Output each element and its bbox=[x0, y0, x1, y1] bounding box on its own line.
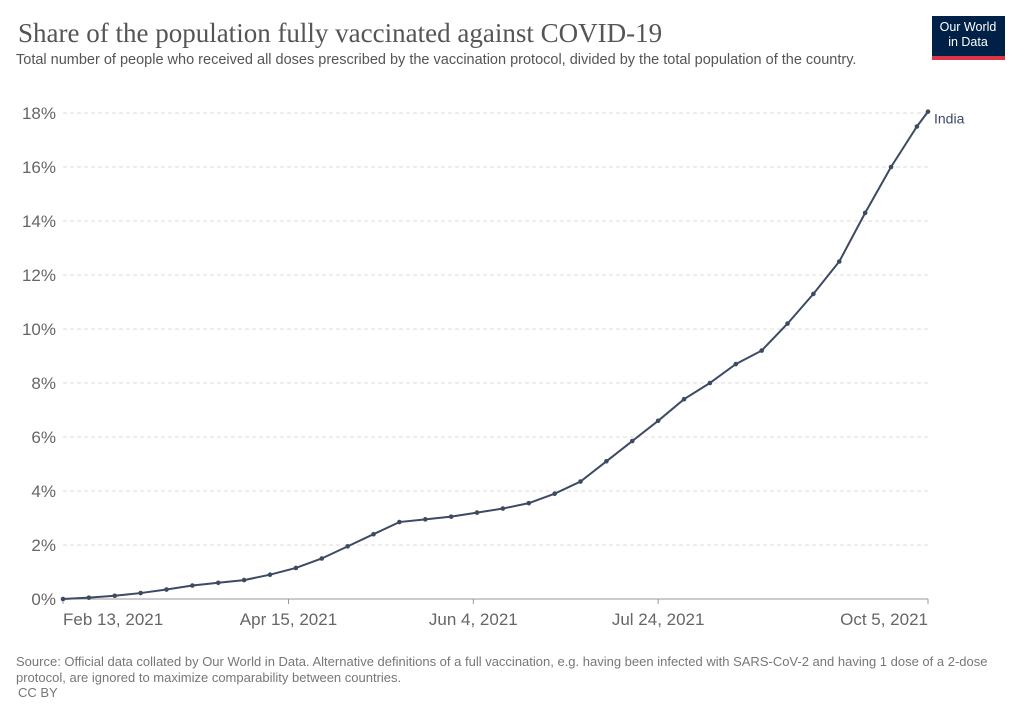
data-point bbox=[345, 544, 350, 549]
data-point bbox=[888, 164, 894, 170]
data-point bbox=[655, 418, 661, 424]
data-point bbox=[448, 514, 454, 519]
y-tick-label: 14% bbox=[22, 212, 56, 231]
y-tick-label: 6% bbox=[31, 428, 56, 447]
data-point bbox=[474, 510, 480, 515]
y-tick-label: 4% bbox=[31, 482, 56, 501]
data-point bbox=[604, 459, 609, 464]
data-point bbox=[293, 565, 299, 571]
series-label: India bbox=[934, 111, 965, 127]
data-point bbox=[862, 210, 868, 216]
data-point bbox=[925, 109, 931, 114]
data-point bbox=[681, 396, 687, 402]
series-line bbox=[62, 111, 929, 600]
data-point bbox=[319, 556, 325, 561]
y-tick-label: 0% bbox=[31, 590, 56, 609]
data-point bbox=[86, 595, 92, 600]
data-point bbox=[785, 321, 790, 326]
x-tick-label: Oct 5, 2021 bbox=[840, 610, 928, 629]
source-box: Source: Official data collated by Our Wo… bbox=[16, 654, 988, 685]
x-tick-label: Feb 13, 2021 bbox=[63, 610, 163, 629]
logo-bg bbox=[932, 16, 1005, 60]
data-point bbox=[629, 438, 635, 444]
y-tick-label: 10% bbox=[22, 320, 56, 339]
data-point bbox=[578, 479, 583, 484]
y-tick-label: 2% bbox=[31, 536, 56, 555]
logo-text: in Data bbox=[948, 35, 988, 49]
data-point bbox=[707, 380, 713, 386]
logo-stripe bbox=[932, 56, 1005, 60]
data-point bbox=[241, 577, 247, 583]
y-tick-label: 18% bbox=[22, 104, 56, 123]
y-tick-label: 16% bbox=[22, 158, 56, 177]
logo-text: Our World bbox=[940, 20, 997, 34]
data-point bbox=[914, 124, 920, 129]
y-tick-label: 8% bbox=[31, 374, 56, 393]
data-point bbox=[215, 580, 221, 586]
license: CC BY bbox=[18, 685, 58, 700]
data-point bbox=[422, 517, 428, 522]
data-point bbox=[811, 291, 816, 297]
data-point bbox=[526, 500, 532, 506]
y-tick-label: 12% bbox=[22, 266, 56, 285]
data-point bbox=[60, 596, 66, 602]
data-point bbox=[112, 593, 118, 599]
chart-subtitle: Total number of people who received all … bbox=[16, 52, 857, 68]
data-point bbox=[397, 519, 402, 525]
data-point bbox=[190, 583, 195, 588]
data-point bbox=[138, 590, 143, 596]
subtitle-box: Total number of people who received all … bbox=[16, 52, 857, 68]
data-point bbox=[371, 531, 376, 537]
chart-title: Share of the population fully vaccinated… bbox=[18, 18, 662, 48]
data-point bbox=[759, 348, 764, 353]
data-point bbox=[733, 361, 739, 367]
data-point bbox=[164, 587, 169, 592]
data-point bbox=[552, 491, 557, 497]
x-tick-label: Jun 4, 2021 bbox=[429, 610, 518, 629]
source-note: Source: Official data collated by Our Wo… bbox=[16, 654, 988, 685]
x-tick-label: Jul 24, 2021 bbox=[612, 610, 705, 629]
data-point bbox=[267, 572, 273, 577]
data-point bbox=[836, 259, 842, 264]
data-point bbox=[500, 506, 506, 511]
x-tick-label: Apr 15, 2021 bbox=[240, 610, 337, 629]
